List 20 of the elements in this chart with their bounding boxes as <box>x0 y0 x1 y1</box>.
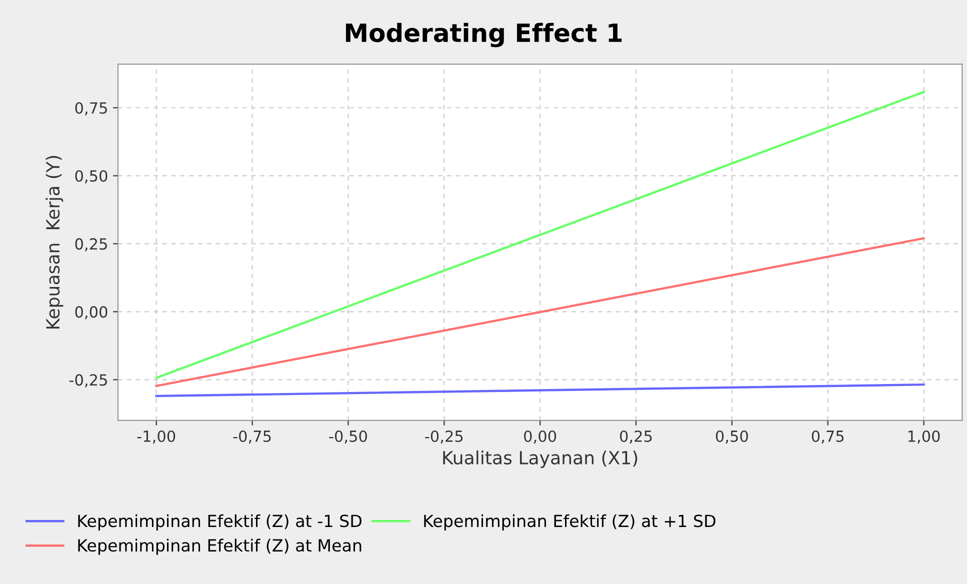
y-axis-title: Kepuasan Kerja (Y) <box>46 156 64 328</box>
x-tick-label: 0,50 <box>716 430 748 444</box>
y-tick-label: -0,25 <box>69 374 107 388</box>
legend-label: Kepemimpinan Efektif (Z) at Mean <box>78 538 362 555</box>
x-tick-label: -0,25 <box>425 430 463 444</box>
x-tick-label: -0,75 <box>233 430 271 444</box>
x-tick-label: 0,75 <box>812 430 844 444</box>
x-tick-label: -1,00 <box>137 430 176 444</box>
legend-label: Kepemimpinan Efektif (Z) at -1 SD <box>78 514 362 530</box>
x-tick-label: 0,00 <box>524 430 556 444</box>
y-tick-label: 0,50 <box>75 170 108 184</box>
x-axis-title: Kualitas Layanan (X1) <box>443 450 638 468</box>
x-tick-label: -0,50 <box>329 430 367 444</box>
y-tick-label: 0,00 <box>75 306 108 320</box>
y-tick-label: 0,75 <box>75 102 107 116</box>
x-tick-label: 1,00 <box>908 430 940 444</box>
legend-label: Kepemimpinan Efektif (Z) at +1 SD <box>424 514 716 530</box>
y-tick-label: 0,25 <box>75 238 107 252</box>
x-tick-label: 0,25 <box>620 430 652 444</box>
chart-title: Moderating Effect 1 <box>346 22 622 48</box>
